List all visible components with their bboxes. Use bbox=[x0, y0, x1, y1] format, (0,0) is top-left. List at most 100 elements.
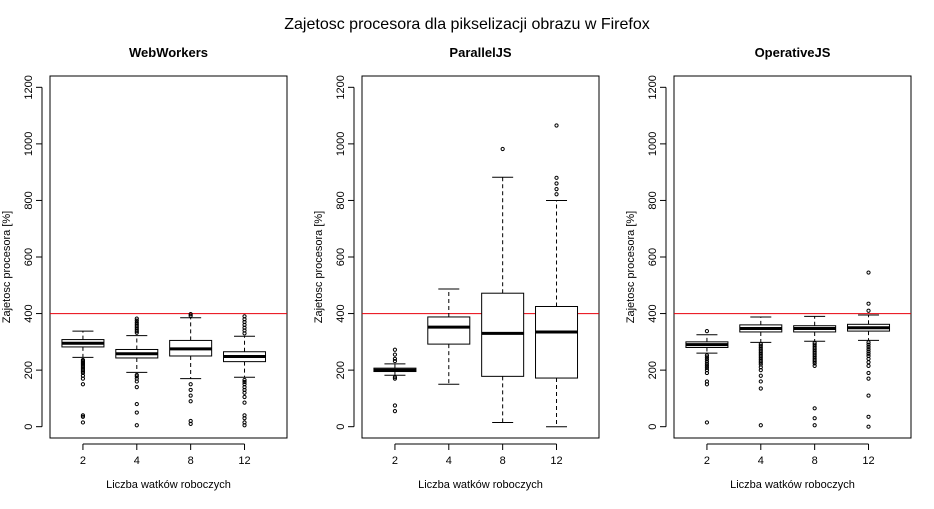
x-tick-label: 2 bbox=[392, 455, 398, 467]
outlier-point bbox=[134, 330, 139, 335]
box-iqr bbox=[427, 316, 471, 345]
y-tick-label: 1200 bbox=[647, 75, 659, 99]
outlier-point bbox=[866, 351, 871, 356]
outlier-point bbox=[134, 374, 139, 379]
outlier-point bbox=[392, 352, 398, 357]
outlier-point bbox=[188, 387, 193, 393]
outlier-point bbox=[134, 401, 139, 407]
outlier-point bbox=[80, 414, 86, 419]
x-axis-label: Liczba watków roboczych bbox=[418, 479, 543, 491]
x-tick-label: 8 bbox=[812, 455, 818, 467]
outlier-point bbox=[554, 187, 559, 192]
outlier-point bbox=[188, 421, 193, 426]
outlier-point bbox=[554, 175, 559, 180]
outlier-point bbox=[704, 363, 710, 368]
panel-title: OperativeJS bbox=[755, 45, 831, 60]
outlier-point bbox=[704, 365, 710, 370]
y-tick-label: 400 bbox=[647, 304, 659, 322]
outlier-point bbox=[704, 420, 710, 425]
outlier-point bbox=[392, 403, 398, 408]
outlier-point bbox=[188, 393, 193, 398]
x-tick-label: 12 bbox=[550, 455, 562, 467]
outlier-point bbox=[188, 382, 193, 387]
box-8 bbox=[169, 312, 213, 426]
outlier-point bbox=[704, 382, 710, 387]
outlier-point bbox=[812, 416, 817, 421]
outlier-point bbox=[242, 416, 247, 421]
x-tick-label: 4 bbox=[758, 455, 764, 467]
outlier-point bbox=[392, 358, 398, 364]
box-12 bbox=[223, 314, 267, 428]
outlier-point bbox=[704, 353, 710, 358]
outlier-point bbox=[866, 308, 871, 313]
outlier-point bbox=[812, 406, 817, 411]
outlier-point bbox=[500, 146, 505, 152]
outlier-point bbox=[866, 342, 871, 347]
outlier-point bbox=[812, 423, 817, 428]
panel-2: ParallelJS 0 200 400 600 800 1000 1200 Zajetosc … bbox=[313, 45, 600, 491]
outlier-point bbox=[554, 181, 559, 186]
outlier-point bbox=[80, 420, 86, 425]
outlier-point bbox=[812, 361, 817, 366]
y-tick-label: 200 bbox=[23, 361, 35, 379]
y-tick-label: 1000 bbox=[23, 132, 35, 156]
x-axis-label: Liczba watków roboczych bbox=[106, 479, 231, 491]
y-tick-label: 400 bbox=[23, 304, 35, 322]
outlier-point bbox=[242, 400, 247, 405]
box-2 bbox=[61, 330, 105, 425]
panel-1: WebWorkers 0 200 400 600 800 1000 1200 Zajetosc … bbox=[1, 45, 288, 491]
panel-3: OperativeJS 0 200 400 600 800 1000 1200 Zajetosc… bbox=[625, 45, 912, 491]
outlier-point bbox=[866, 370, 871, 376]
outlier-point bbox=[758, 423, 763, 428]
y-tick-label: 800 bbox=[647, 191, 659, 209]
outlier-point bbox=[188, 312, 193, 317]
outlier-point bbox=[758, 360, 763, 365]
plot-frame bbox=[49, 75, 288, 439]
outlier-point bbox=[242, 379, 247, 385]
y-tick-label: 1000 bbox=[335, 132, 347, 156]
outlier-point bbox=[866, 414, 871, 419]
outlier-point bbox=[188, 399, 193, 404]
outlier-point bbox=[758, 373, 763, 378]
outlier-point bbox=[758, 368, 763, 373]
y-tick-label: 1000 bbox=[647, 132, 659, 156]
outlier-point bbox=[866, 340, 871, 345]
outlier-point bbox=[392, 375, 398, 380]
panel-title: WebWorkers bbox=[129, 45, 208, 60]
x-tick-label: 2 bbox=[704, 455, 710, 467]
outlier-point bbox=[866, 270, 871, 275]
outlier-point bbox=[866, 424, 871, 429]
outlier-point bbox=[80, 369, 86, 374]
outlier-point bbox=[758, 379, 763, 384]
y-axis-label: Zajetosc procesora [%] bbox=[1, 211, 13, 324]
outlier-point bbox=[392, 347, 398, 352]
outlier-point bbox=[866, 301, 871, 306]
box-4 bbox=[427, 288, 471, 385]
y-tick-label: 600 bbox=[647, 248, 659, 266]
box-8 bbox=[793, 315, 837, 428]
panel-title: ParallelJS bbox=[449, 45, 511, 60]
x-tick-label: 2 bbox=[80, 455, 86, 467]
outlier-point bbox=[242, 331, 247, 336]
outlier-point bbox=[134, 316, 139, 321]
box-iqr bbox=[535, 305, 579, 379]
outlier-point bbox=[392, 409, 398, 414]
x-tick-label: 4 bbox=[446, 455, 452, 467]
box-4 bbox=[739, 316, 783, 428]
outlier-point bbox=[866, 393, 871, 398]
outlier-point bbox=[134, 423, 139, 428]
y-tick-label: 600 bbox=[335, 248, 347, 266]
outlier-point bbox=[392, 356, 398, 361]
outlier-point bbox=[866, 347, 871, 352]
outlier-point bbox=[80, 376, 86, 381]
outlier-point bbox=[704, 359, 710, 364]
y-axis-label: Zajetosc procesora [%] bbox=[313, 211, 325, 324]
y-tick-label: 200 bbox=[647, 361, 659, 379]
plot-frame bbox=[361, 75, 600, 439]
y-tick-label: 200 bbox=[335, 361, 347, 379]
outlier-point bbox=[704, 361, 710, 367]
y-tick-label: 0 bbox=[647, 424, 659, 430]
outlier-point bbox=[242, 423, 247, 428]
outlier-point bbox=[134, 379, 139, 384]
outlier-point bbox=[704, 357, 710, 362]
